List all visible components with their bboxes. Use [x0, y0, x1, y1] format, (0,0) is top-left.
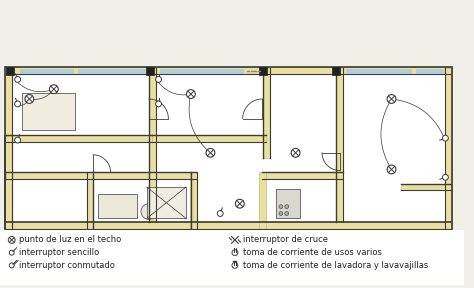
- Circle shape: [9, 236, 15, 243]
- Circle shape: [25, 94, 34, 103]
- Bar: [336, 68, 343, 222]
- Circle shape: [155, 76, 162, 82]
- Circle shape: [206, 148, 215, 157]
- Circle shape: [279, 212, 283, 215]
- Circle shape: [285, 205, 289, 209]
- Circle shape: [232, 262, 238, 268]
- Circle shape: [217, 211, 223, 216]
- Circle shape: [49, 85, 58, 94]
- Bar: [259, 173, 266, 229]
- Circle shape: [279, 205, 283, 209]
- Bar: [147, 187, 186, 218]
- Bar: [6, 67, 14, 75]
- Bar: [346, 69, 411, 73]
- Circle shape: [442, 174, 448, 180]
- Bar: [6, 222, 451, 229]
- Bar: [0, 230, 464, 285]
- Bar: [146, 67, 154, 75]
- Bar: [98, 194, 137, 218]
- Circle shape: [155, 101, 162, 107]
- Bar: [5, 136, 12, 229]
- Bar: [6, 135, 152, 142]
- Text: interruptor de cruce: interruptor de cruce: [243, 235, 328, 245]
- Text: toma de corriente de lavadora y lavavajillas: toma de corriente de lavadora y lavavaji…: [243, 261, 428, 270]
- Bar: [160, 69, 243, 73]
- Bar: [149, 68, 156, 222]
- Circle shape: [285, 212, 289, 215]
- Bar: [259, 67, 267, 75]
- Bar: [5, 68, 12, 228]
- Circle shape: [9, 263, 14, 268]
- Circle shape: [186, 90, 195, 98]
- Bar: [445, 187, 452, 229]
- Bar: [78, 69, 145, 73]
- Bar: [276, 189, 301, 218]
- Bar: [445, 68, 452, 228]
- Circle shape: [9, 250, 14, 255]
- Bar: [401, 184, 451, 190]
- Bar: [6, 67, 451, 74]
- Circle shape: [15, 76, 20, 82]
- Circle shape: [15, 137, 20, 143]
- Bar: [332, 67, 340, 75]
- Circle shape: [15, 101, 20, 107]
- Text: toma de corriente de usos varios: toma de corriente de usos varios: [243, 248, 382, 257]
- Circle shape: [141, 204, 156, 219]
- Bar: [262, 172, 343, 179]
- Bar: [19, 69, 73, 73]
- Bar: [191, 173, 197, 229]
- Bar: [263, 68, 270, 158]
- Bar: [416, 69, 443, 73]
- Circle shape: [387, 94, 396, 103]
- Circle shape: [232, 250, 238, 255]
- Bar: [6, 70, 451, 231]
- Bar: [21, 93, 75, 130]
- Circle shape: [387, 165, 396, 174]
- Bar: [152, 135, 266, 142]
- Text: punto de luz en el techo: punto de luz en el techo: [18, 235, 121, 245]
- Circle shape: [291, 148, 300, 157]
- Text: interruptor sencillo: interruptor sencillo: [18, 248, 99, 257]
- Circle shape: [236, 199, 244, 208]
- Bar: [87, 173, 93, 229]
- Text: interruptor conmutado: interruptor conmutado: [18, 261, 115, 270]
- Bar: [93, 172, 196, 179]
- Circle shape: [442, 135, 448, 141]
- Bar: [6, 172, 93, 179]
